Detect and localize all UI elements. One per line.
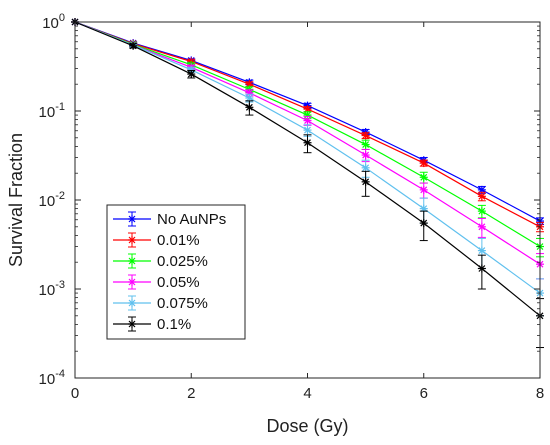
y-tick-label: 10-1 bbox=[39, 101, 65, 121]
legend-marker bbox=[128, 257, 136, 265]
x-tick-label: 4 bbox=[303, 385, 311, 402]
y-axis-label: Survival Fraction bbox=[6, 133, 26, 267]
data-point bbox=[361, 151, 370, 160]
legend-label: No AuNPs bbox=[157, 211, 226, 228]
data-point bbox=[245, 93, 254, 102]
legend-marker bbox=[128, 299, 136, 307]
plot-area bbox=[71, 18, 544, 349]
data-point bbox=[361, 131, 370, 140]
x-tick-label: 0 bbox=[71, 385, 79, 402]
data-point bbox=[477, 192, 486, 201]
legend-label: 0.1% bbox=[157, 316, 191, 333]
y-tick-label: 10-4 bbox=[39, 368, 65, 388]
data-point bbox=[245, 103, 254, 112]
data-point bbox=[419, 159, 428, 168]
data-point bbox=[477, 246, 486, 255]
x-tick-label: 6 bbox=[420, 385, 428, 402]
data-point bbox=[187, 70, 196, 79]
legend: No AuNPs 0.01% 0.025% 0.05% 0.075% 0.1% bbox=[106, 204, 246, 340]
legend-marker bbox=[128, 236, 136, 244]
legend-entry: 0.05% bbox=[113, 274, 200, 291]
legend-label: 0.01% bbox=[157, 232, 200, 249]
data-point bbox=[303, 138, 312, 147]
legend-label: 0.075% bbox=[157, 295, 208, 312]
x-axis-label: Dose (Gy) bbox=[266, 416, 348, 436]
data-point bbox=[477, 222, 486, 231]
legend-entry: No AuNPs bbox=[113, 211, 226, 228]
data-point bbox=[419, 219, 428, 228]
legend-label: 0.025% bbox=[157, 253, 208, 270]
x-tick-label: 2 bbox=[187, 385, 195, 402]
data-point bbox=[477, 207, 486, 216]
legend-marker bbox=[128, 278, 136, 286]
legend-marker bbox=[128, 320, 136, 328]
data-point bbox=[419, 185, 428, 194]
data-point bbox=[361, 177, 370, 186]
axes: 0 2 4 6 8 10-4 10-3 10-2 10-1 100 bbox=[39, 12, 545, 402]
y-tick-label: 10-3 bbox=[39, 279, 65, 299]
legend-entry: 0.1% bbox=[113, 316, 191, 333]
data-point bbox=[477, 264, 486, 273]
data-point bbox=[303, 126, 312, 135]
legend-label: 0.05% bbox=[157, 274, 200, 291]
legend-marker bbox=[128, 215, 136, 223]
data-point bbox=[361, 163, 370, 172]
legend-entry: 0.075% bbox=[113, 295, 208, 312]
legend-entry: 0.025% bbox=[113, 253, 208, 270]
data-point bbox=[361, 140, 370, 149]
legend-entry: 0.01% bbox=[113, 232, 200, 249]
data-point bbox=[303, 116, 312, 125]
y-tick-label: 100 bbox=[42, 12, 65, 32]
y-tick-label: 10-2 bbox=[39, 190, 65, 210]
x-tick-label: 8 bbox=[536, 385, 544, 402]
data-point bbox=[419, 173, 428, 182]
data-point bbox=[129, 41, 138, 50]
